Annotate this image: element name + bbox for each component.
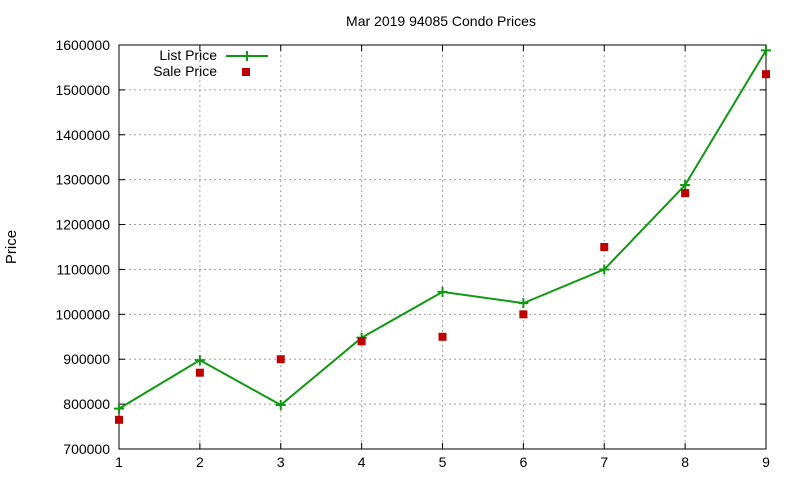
y-tick-labels: 700000 800000 900000 1000000 1100000 1200000 1…	[55, 37, 110, 457]
x-tick-label: 5	[439, 454, 447, 470]
point-list-price	[275, 400, 286, 411]
point-list-price	[437, 286, 448, 297]
legend-label-list-price: List Price	[159, 47, 217, 63]
x-tick-label: 7	[600, 454, 608, 470]
point-sale-price	[519, 310, 528, 319]
y-axis-label: Price	[3, 230, 20, 264]
x-tick-label: 6	[519, 454, 527, 470]
plot-frame	[118, 44, 767, 450]
y-tick-label: 800000	[63, 396, 110, 412]
y-tick-label: 1200000	[55, 217, 110, 233]
y-tick-label: 1100000	[57, 261, 111, 277]
x-tick-label: 9	[762, 454, 770, 470]
x-tick-label: 8	[681, 454, 689, 470]
x-tick-label: 4	[358, 454, 366, 470]
y-tick-label: 1500000	[55, 82, 110, 98]
legend-marker-sale-price	[242, 68, 250, 76]
x-tick-label: 3	[277, 454, 285, 470]
point-list-price	[761, 45, 771, 56]
grid-lines	[119, 45, 766, 449]
point-sale-price	[762, 70, 770, 79]
point-list-price	[194, 355, 205, 366]
point-sale-price	[115, 415, 123, 424]
legend: List Price Sale Price	[153, 47, 268, 79]
point-list-price	[599, 264, 610, 275]
point-list-price	[680, 180, 691, 191]
point-sale-price	[357, 337, 366, 346]
point-sale-price	[600, 243, 609, 251]
legend-label-sale-price: Sale Price	[153, 63, 217, 79]
series-line-list-price	[118, 49, 767, 410]
point-sale-price	[195, 368, 204, 377]
y-tick-label: 1400000	[55, 127, 110, 143]
y-tick-label: 700000	[63, 441, 110, 457]
chart-title: Mar 2019 94085 Condo Prices	[346, 13, 536, 29]
x-tick-label: 1	[115, 454, 123, 470]
point-sale-price	[438, 332, 447, 341]
point-sale-price	[681, 189, 690, 198]
point-list-price	[114, 403, 124, 414]
x-tick-labels: 1 2 3 4 5 6 7 8 9	[115, 454, 770, 470]
y-tick-label: 1300000	[55, 172, 110, 188]
x-tick-label: 2	[196, 454, 204, 470]
y-tick-label: 1600000	[55, 37, 110, 53]
series	[114, 45, 771, 424]
y-tick-label: 900000	[63, 351, 110, 367]
point-sale-price	[276, 355, 285, 364]
point-list-price	[518, 298, 529, 309]
legend-marker-list-price	[242, 51, 252, 61]
y-tick-label: 1000000	[55, 306, 110, 322]
